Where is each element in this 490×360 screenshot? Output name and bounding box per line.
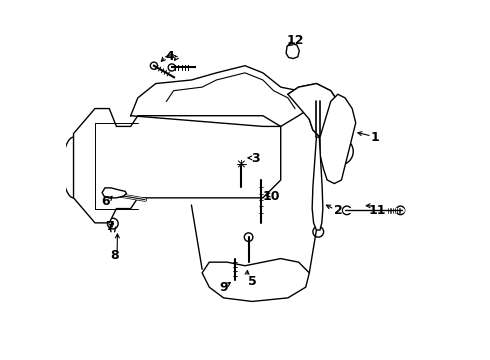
Polygon shape [202,258,309,301]
Text: 10: 10 [263,190,281,203]
Text: 12: 12 [286,34,304,47]
Circle shape [245,233,253,242]
Polygon shape [74,109,281,223]
Polygon shape [288,84,348,137]
Circle shape [168,64,175,71]
Text: 3: 3 [251,152,260,165]
Circle shape [343,206,351,215]
Text: 1: 1 [371,131,380,144]
Polygon shape [312,137,323,230]
Text: 7: 7 [105,220,114,233]
Text: 4: 4 [166,50,174,63]
Circle shape [238,160,245,167]
Polygon shape [286,44,299,59]
Text: 8: 8 [110,248,119,261]
Circle shape [150,62,157,69]
Text: 5: 5 [248,275,257,288]
Text: 2: 2 [334,204,342,217]
Text: 9: 9 [219,281,228,294]
Polygon shape [102,188,126,198]
Circle shape [396,206,405,215]
Text: 6: 6 [101,195,110,208]
Text: 11: 11 [368,204,386,217]
Polygon shape [320,94,356,184]
